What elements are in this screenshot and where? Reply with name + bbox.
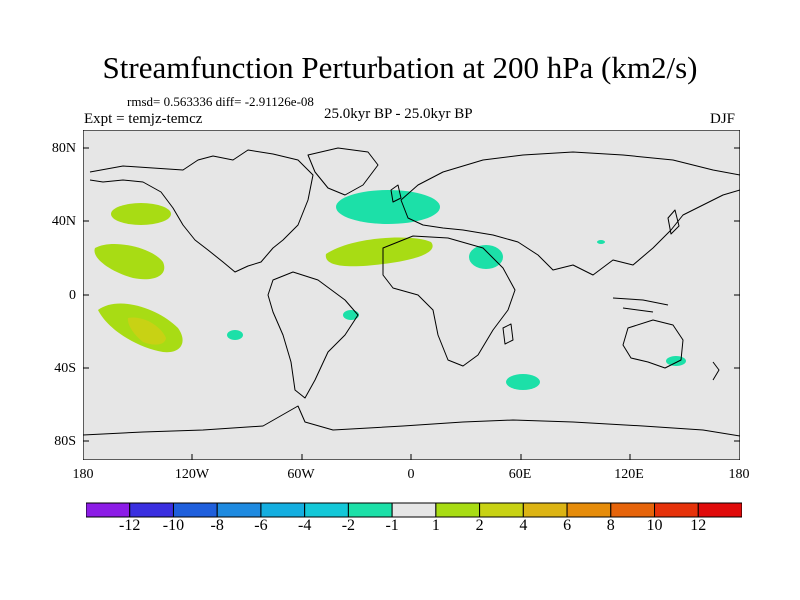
coast-uk [390, 184, 402, 203]
lat-label-80n: 80N [51, 141, 76, 156]
colorbar-swatch [260, 502, 306, 518]
colorbar-label: -12 [119, 517, 141, 534]
anomaly-pos-atlantic-sahara [325, 237, 433, 267]
coast-japan [667, 209, 680, 235]
coast-eurasia [400, 151, 740, 276]
anomaly-neg-tibet [597, 240, 605, 244]
experiment-label: Expt = temjz-temcz [84, 111, 203, 127]
lat-label-40s: 40S [54, 361, 76, 376]
anomaly-neg-southeast-pacific [227, 330, 243, 340]
period-label: 25.0kyr BP - 25.0kyr BP [324, 106, 473, 122]
anomaly-pos-east-pacific [94, 243, 165, 280]
colorbar-label: -8 [210, 517, 224, 534]
coast-new-zealand [712, 361, 720, 381]
colorbar-swatch [391, 502, 437, 518]
anomaly-neg-north-atlantic [336, 190, 440, 224]
colorbar-label: -1 [385, 517, 399, 534]
lon-label-180e: 180 [728, 467, 750, 482]
lon-label-60e: 60E [508, 467, 532, 482]
anomaly-neg-south-atlantic [343, 310, 359, 320]
colorbar-swatch [479, 502, 524, 518]
coast-greenland [307, 147, 379, 196]
map-title: Streamfunction Perturbation at 200 hPa (… [102, 50, 698, 85]
colorbar-swatch [566, 502, 612, 518]
colorbar-label: 12 [690, 517, 707, 534]
colorbar-swatch [697, 502, 742, 518]
colorbar-label: -6 [254, 517, 268, 534]
coast-indonesia [612, 297, 669, 313]
colorbar-label: -4 [297, 517, 312, 534]
colorbar-label: 4 [519, 517, 528, 534]
colorbar-label: 2 [475, 517, 484, 534]
lon-label-0: 0 [407, 467, 415, 482]
colorbar-label: -10 [162, 517, 185, 534]
colorbar-swatch [216, 502, 262, 518]
anomaly-fill [94, 190, 686, 390]
anomaly-pos-south-pacific-core [127, 317, 166, 345]
colorbar-swatch [347, 502, 393, 518]
stats-line: rmsd= 0.563336 diff= -2.91126e-08 [127, 94, 314, 109]
lat-label-80s: 80S [54, 434, 76, 449]
colorbar-label: 10 [646, 517, 663, 534]
colorbar-label: 8 [606, 517, 615, 534]
lat-label-0: 0 [69, 288, 76, 303]
season-label: DJF [710, 111, 736, 127]
colorbar-swatch [304, 502, 349, 518]
coast-australia [622, 319, 684, 369]
map-frame [83, 130, 740, 460]
colorbar-swatch [610, 502, 656, 518]
colorbar-swatch [86, 502, 131, 518]
lon-label-120w: 120W [174, 467, 210, 482]
colorbar-swatch [172, 502, 218, 518]
anomaly-neg-arabia [469, 245, 503, 269]
coast-antarctica [83, 405, 740, 437]
anomaly-neg-australia [666, 356, 686, 366]
lon-label-180w: 180 [72, 467, 94, 482]
lat-label-40n: 40N [51, 214, 76, 229]
colorbar [86, 502, 742, 518]
coastlines [83, 147, 740, 437]
colorbar-label: 1 [431, 517, 440, 534]
anomaly-neg-indian-ocean [506, 374, 540, 390]
colorbar-label: -2 [341, 517, 356, 534]
coast-africa [382, 235, 516, 367]
coast-north-america [89, 149, 314, 273]
axis-ticks [83, 147, 740, 460]
colorbar-label: 6 [563, 517, 572, 534]
coast-madagascar [502, 323, 514, 345]
coast-south-america [267, 271, 359, 399]
lon-label-120e: 120E [614, 467, 644, 482]
colorbar-swatch [522, 502, 568, 518]
world-map [83, 130, 740, 460]
anomaly-pos-north-pacific [111, 203, 171, 225]
colorbar-swatch [129, 502, 174, 518]
lon-label-60w: 60W [287, 467, 315, 482]
colorbar-swatch [654, 502, 699, 518]
colorbar-swatch [435, 502, 481, 518]
